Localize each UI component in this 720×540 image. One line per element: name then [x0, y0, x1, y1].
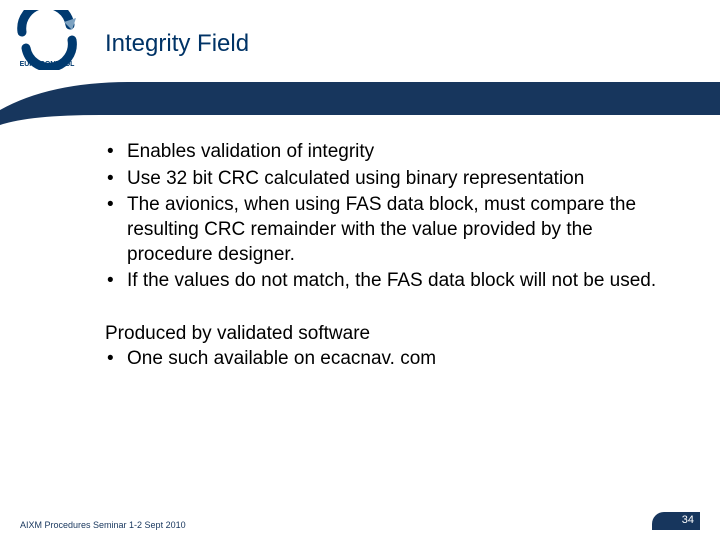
page-number: 34	[652, 512, 700, 530]
slide-title: Integrity Field	[105, 30, 249, 58]
bullet-item: One such available on ecacnav. com	[105, 347, 675, 372]
footer-text: AIXM Procedures Seminar 1-2 Sept 2010	[20, 520, 186, 530]
slide-content: Enables validation of integrity Use 32 b…	[105, 140, 675, 374]
eurocontrol-logo: EUROCONTROL	[12, 10, 82, 70]
para2-intro: Produced by validated software	[105, 322, 675, 347]
logo-text: EUROCONTROL	[20, 61, 76, 68]
slide-header: EUROCONTROL Integrity Field	[0, 0, 720, 125]
slide-footer: AIXM Procedures Seminar 1-2 Sept 2010 34	[20, 510, 700, 530]
bullet-list-main: Enables validation of integrity Use 32 b…	[105, 140, 675, 294]
bullet-item: The avionics, when using FAS data block,…	[105, 193, 675, 267]
bullet-item: Use 32 bit CRC calculated using binary r…	[105, 167, 675, 192]
bullet-list-secondary: One such available on ecacnav. com	[105, 347, 675, 372]
bullet-item: Enables validation of integrity	[105, 140, 675, 165]
header-swoosh	[0, 70, 720, 125]
secondary-paragraph: Produced by validated software One such …	[105, 322, 675, 371]
bullet-item: If the values do not match, the FAS data…	[105, 269, 675, 294]
